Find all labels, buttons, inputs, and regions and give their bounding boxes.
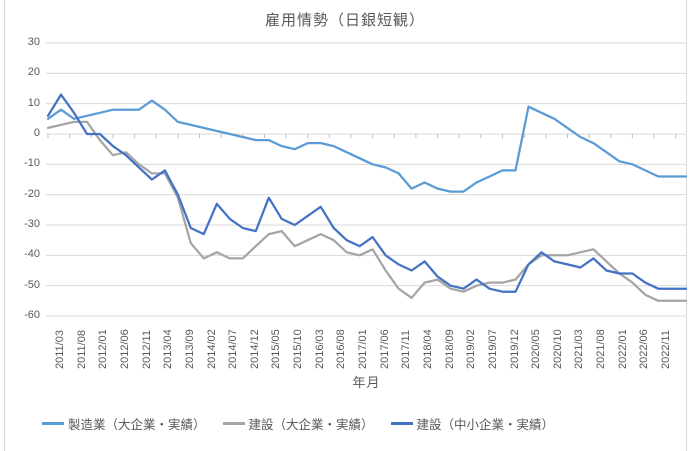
y-tick-label: -20	[24, 187, 40, 200]
x-tick-label: 2012/11	[140, 330, 153, 369]
x-tick-label: 2015/05	[270, 329, 283, 369]
y-tick-label: 20	[27, 66, 40, 79]
y-tick-label: 30	[27, 36, 40, 48]
y-tick-label: -10	[24, 157, 40, 170]
x-tick-label: 2011/08	[75, 330, 88, 369]
x-tick-label: 2021/03	[573, 329, 586, 369]
x-tick-label: 2013/09	[183, 329, 196, 369]
x-tick-label: 2014/12	[248, 329, 261, 369]
y-tick-label: 10	[27, 96, 40, 109]
series-line-製造業（大企業・実績）	[46, 99, 688, 193]
x-tick-label: 2016/08	[335, 329, 348, 369]
x-tick-label: 2012/06	[118, 329, 131, 369]
x-tick-label: 2022/06	[638, 329, 651, 369]
legend-label: 建設（中小企業・実績）	[416, 418, 555, 432]
x-tick-label: 2014/02	[205, 329, 218, 369]
x-tick-label: 2021/08	[595, 329, 608, 369]
y-tick-label: -50	[24, 278, 40, 291]
legend-item: 製造業（大企業・実績）	[42, 414, 206, 433]
x-tick-label: 2017/06	[378, 329, 391, 369]
legend-line-swatch	[222, 422, 245, 425]
x-tick-label: 2017/11	[400, 330, 413, 369]
series-line-建設（大企業・実績）	[46, 120, 688, 302]
legend-line-swatch	[42, 422, 64, 425]
x-tick-label: 2016/03	[313, 329, 326, 369]
x-tick-label: 2022/11	[660, 330, 672, 369]
y-tick-label: 0	[33, 127, 40, 139]
legend: 製造業（大企業・実績） 建設（大企業・実績） 建設（中小企業・実績）	[42, 414, 554, 433]
x-tick-label: 2018/09	[443, 329, 456, 369]
x-tick-label: 2014/07	[227, 329, 240, 369]
legend-item: 建設（中小企業・実績）	[390, 414, 555, 433]
series-line-建設（中小企業・実績）	[46, 93, 688, 293]
legend-label: 建設（大企業・実績）	[248, 418, 374, 432]
x-tick-label: 2019/07	[486, 329, 499, 369]
x-tick-label: 2020/05	[530, 329, 543, 369]
y-tick-label: -60	[24, 309, 40, 321]
x-tick-label: 2019/12	[508, 329, 521, 369]
x-axis-title: 年月	[352, 375, 381, 390]
chart-left-border	[4, 0, 5, 451]
x-tick-label: 2018/04	[421, 329, 434, 369]
y-tick-label: -40	[24, 248, 40, 261]
x-tick-label: 2017/01	[357, 329, 369, 369]
x-tick-label: 2022/01	[616, 329, 629, 369]
x-tick-label: 2015/10	[292, 329, 305, 369]
legend-label: 製造業（大企業・実績）	[68, 418, 206, 432]
legend-item: 建設（大企業・実績）	[222, 414, 374, 433]
chart-title: 雇用情勢（日銀短観）	[264, 12, 425, 29]
x-tick-label: 2012/01	[97, 329, 110, 369]
legend-line-swatch	[390, 422, 413, 425]
y-tick-label: -30	[24, 218, 40, 230]
x-tick-label: 2019/02	[465, 329, 478, 369]
x-tick-label: 2013/04	[162, 329, 175, 369]
x-tick-label: 2020/10	[551, 329, 564, 369]
x-tick-label: 2011/03	[54, 330, 66, 369]
